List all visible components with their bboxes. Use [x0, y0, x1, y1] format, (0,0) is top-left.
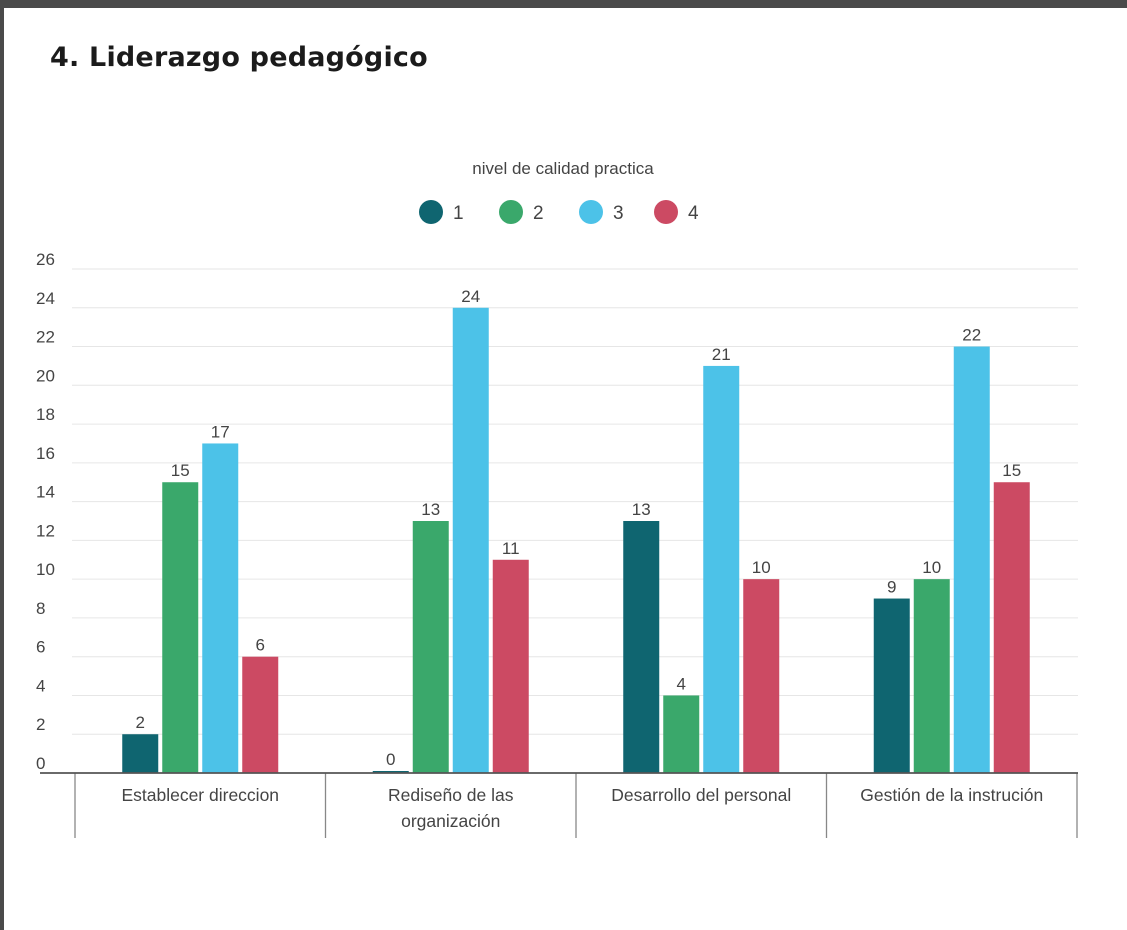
- y-tick-label: 4: [36, 676, 45, 695]
- y-tick-label: 18: [36, 405, 55, 424]
- x-tick-label: Rediseño de las: [388, 785, 514, 805]
- bar-2-series-3: [703, 365, 740, 773]
- legend-swatch-1: [419, 200, 443, 224]
- bar-3-series-2: [913, 579, 950, 773]
- bar-1-series-3: [452, 307, 489, 773]
- y-tick-label: 2: [36, 715, 45, 734]
- legend-swatch-2: [499, 200, 523, 224]
- bar-3-series-3: [953, 346, 990, 773]
- data-label: 13: [632, 500, 651, 519]
- bar-0-series-3: [202, 443, 239, 773]
- data-label: 9: [887, 578, 896, 597]
- legend-swatch-3: [579, 200, 603, 224]
- data-label: 2: [136, 713, 145, 732]
- data-label: 15: [171, 461, 190, 480]
- x-tick-label: Gestión de la instrución: [860, 785, 1043, 805]
- data-label: 13: [421, 500, 440, 519]
- legend-title: nivel de calidad practica: [472, 159, 654, 178]
- legend-label-1: 1: [453, 203, 464, 224]
- y-tick-label: 0: [36, 754, 45, 773]
- data-label: 10: [752, 558, 771, 577]
- legend-swatch-4: [654, 200, 678, 224]
- data-label: 11: [502, 539, 520, 558]
- y-tick-label: 24: [36, 289, 55, 308]
- bar-2-series-4: [743, 579, 780, 773]
- y-tick-label: 20: [36, 366, 55, 385]
- window-left-border: [0, 0, 4, 930]
- data-label: 22: [962, 326, 981, 345]
- bar-2-series-1: [623, 521, 660, 773]
- y-tick-label: 22: [36, 328, 55, 347]
- window-top-border: [0, 0, 1127, 8]
- y-tick-label: 14: [36, 483, 55, 502]
- y-tick-label: 10: [36, 560, 55, 579]
- bar-3-series-4: [993, 482, 1030, 773]
- legend-label-4: 4: [688, 203, 699, 224]
- bar-0-series-2: [162, 482, 199, 773]
- bar-1-series-1: [372, 771, 409, 773]
- legend-label-2: 2: [533, 203, 544, 224]
- legend-label-3: 3: [613, 203, 624, 224]
- y-tick-label: 6: [36, 638, 45, 657]
- bar-1-series-4: [492, 559, 529, 773]
- data-label: 21: [712, 345, 731, 364]
- y-tick-label: 16: [36, 444, 55, 463]
- bar-1-series-2: [412, 521, 449, 773]
- x-tick-label: Desarrollo del personal: [611, 785, 791, 805]
- y-tick-label: 12: [36, 521, 55, 540]
- bar-2-series-2: [663, 695, 700, 773]
- y-tick-label: 8: [36, 599, 45, 618]
- data-label: 10: [922, 558, 941, 577]
- data-label: 24: [461, 287, 480, 306]
- bar-3-series-1: [873, 598, 910, 773]
- data-label: 15: [1002, 461, 1021, 480]
- bar-0-series-1: [122, 734, 159, 773]
- x-tick-label: organización: [401, 811, 500, 831]
- page-title: 4. Liderazgo pedagógico: [50, 42, 428, 73]
- data-label: 0: [386, 750, 395, 769]
- y-tick-label: 26: [36, 250, 55, 269]
- data-label: 4: [677, 674, 686, 693]
- data-label: 6: [256, 636, 265, 655]
- data-label: 17: [211, 422, 230, 441]
- bar-0-series-4: [242, 656, 279, 773]
- x-tick-label: Establecer direccion: [121, 785, 279, 805]
